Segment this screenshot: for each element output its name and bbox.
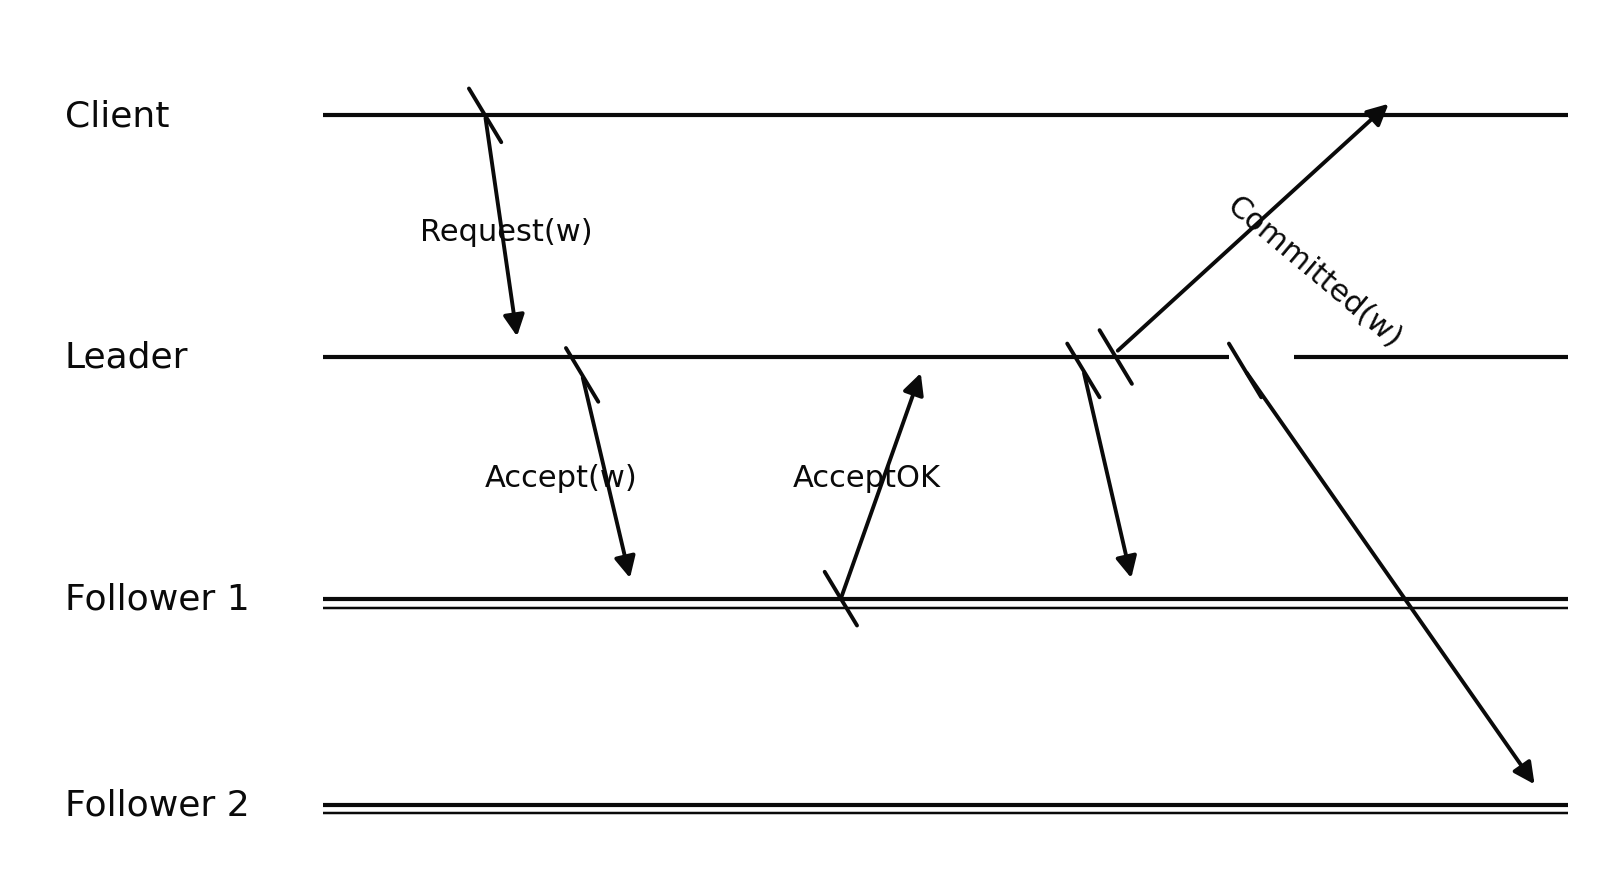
Text: Leader: Leader — [65, 341, 188, 375]
Text: Request(w): Request(w) — [420, 218, 593, 247]
Text: Follower 1: Follower 1 — [65, 582, 249, 616]
Text: Committed(w): Committed(w) — [1221, 191, 1407, 354]
Text: AcceptOK: AcceptOK — [792, 464, 941, 493]
Text: Follower 2: Follower 2 — [65, 788, 249, 822]
Text: Accept(w): Accept(w) — [485, 464, 637, 493]
Text: Client: Client — [65, 99, 170, 133]
